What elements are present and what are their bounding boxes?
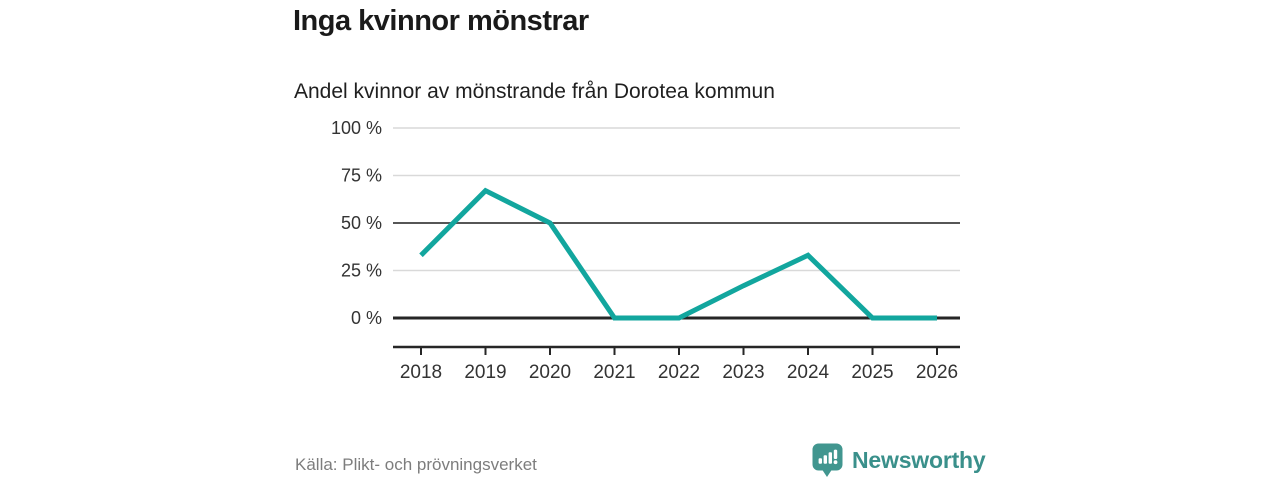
newsworthy-logo: Newsworthy xyxy=(812,443,986,478)
x-axis-tick-label: 2026 xyxy=(916,362,958,383)
x-axis-tick-label: 2023 xyxy=(722,362,764,383)
newsworthy-speech-bubble-chart-icon xyxy=(812,443,843,477)
y-axis-tick-label: 25 % xyxy=(341,261,382,281)
x-axis-tick-label: 2025 xyxy=(851,362,893,383)
y-axis-tick-label: 100 % xyxy=(331,118,382,138)
x-axis-tick-label: 2024 xyxy=(787,362,830,383)
x-axis-tick-label: 2020 xyxy=(529,362,571,383)
data-line xyxy=(419,187,937,321)
x-axis-tick-label: 2018 xyxy=(400,362,442,383)
brand-name: Newsworthy xyxy=(852,447,986,473)
chart-title: Inga kvinnor mönstrar xyxy=(293,5,589,37)
y-axis-tick-label: 0 % xyxy=(351,308,382,328)
x-axis-tick-label: 2021 xyxy=(593,362,635,383)
x-axis-tick-label: 2022 xyxy=(658,362,700,383)
chart-subtitle: Andel kvinnor av mönstrande från Dorotea… xyxy=(294,80,775,103)
x-axis-tick-label: 2019 xyxy=(464,362,506,383)
line-chart-canvas: 0 % 25 % 50 % 75 % 100 % 2018 2019 2020 2021 2022… xyxy=(331,118,960,383)
source-note: Källa: Plikt- och prövningsverket xyxy=(295,455,537,474)
line-chart: 0 % 25 % 50 % 75 % 100 % 2018 2019 2020 2021 2022… xyxy=(290,110,980,400)
y-axis-tick-label: 50 % xyxy=(341,213,382,233)
y-axis-tick-label: 75 % xyxy=(341,166,382,186)
